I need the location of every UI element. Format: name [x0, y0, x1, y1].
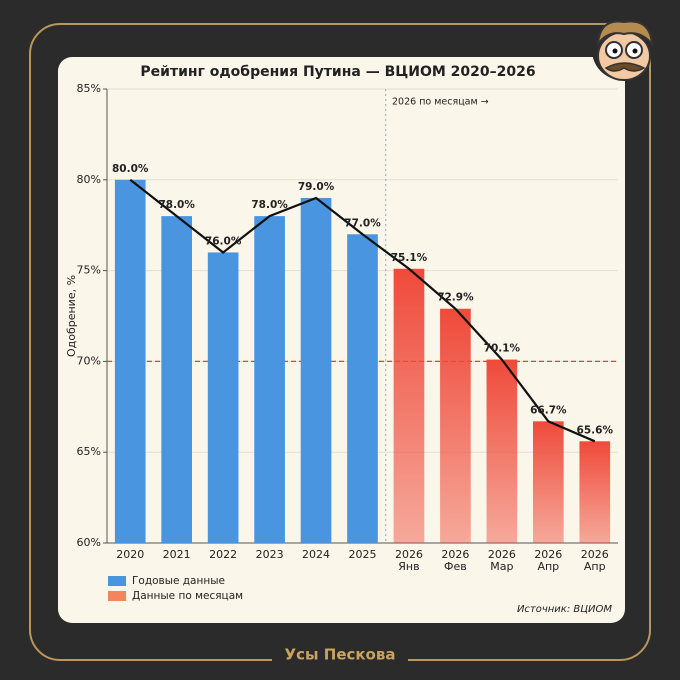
value-label: 70.1%: [484, 343, 521, 355]
y-tick-label: 80%: [77, 173, 101, 186]
brand-backdrop: [272, 642, 408, 668]
bar: [161, 216, 193, 543]
value-label: 76.0%: [205, 235, 242, 247]
legend-label: Годовые данные: [132, 575, 225, 587]
y-tick-label: 75%: [77, 264, 101, 277]
value-label: 79.0%: [298, 181, 335, 193]
legend-swatch: [108, 591, 126, 601]
value-label: 72.9%: [437, 292, 474, 304]
y-tick-label: 65%: [77, 445, 101, 458]
y-tick-label: 85%: [77, 82, 101, 95]
bar: [347, 234, 378, 543]
chart-title: Рейтинг одобрения Путина — ВЦИОМ 2020–20…: [140, 64, 535, 80]
bar: [440, 308, 471, 543]
annotation: 2026 по месяцам →: [392, 97, 489, 108]
y-tick-label: 60%: [77, 536, 101, 549]
x-tick-label: 2023: [256, 548, 284, 561]
x-tick-label: 2025: [349, 548, 377, 561]
value-label: 66.7%: [530, 404, 567, 416]
bar: [532, 421, 564, 543]
x-tick-label: 2020: [116, 548, 144, 561]
card: [58, 57, 625, 623]
bar: [114, 179, 146, 544]
x-tick-label: 2024: [302, 548, 330, 561]
brand: Усы Пескова: [285, 646, 396, 664]
y-tick-label: 70%: [77, 354, 101, 367]
x-tick-label: 2026 Янв: [395, 548, 423, 573]
x-tick-label: 2022: [209, 548, 237, 561]
trend-line: [129, 178, 596, 443]
legend-swatch: [108, 576, 126, 586]
bar: [300, 197, 332, 543]
source: Источник: ВЦИОМ: [517, 604, 612, 615]
bar: [254, 216, 285, 543]
bar: [393, 268, 425, 543]
value-label: 77.0%: [344, 217, 381, 229]
y-axis-label: Одобрение, %: [65, 275, 78, 357]
x-tick-label: 2026 Мар: [488, 548, 516, 573]
bar: [579, 441, 611, 543]
bar: [207, 252, 239, 543]
x-tick-label: 2026 Апр: [581, 548, 609, 573]
x-tick-label: 2021: [163, 548, 191, 561]
x-tick-label: 2026 Фев: [441, 548, 469, 573]
x-tick-label: 2026 Апр: [534, 548, 562, 573]
avatar: [592, 20, 654, 81]
value-label: 65.6%: [577, 424, 614, 436]
value-label: 78.0%: [158, 199, 195, 211]
bar: [486, 359, 518, 543]
value-label: 75.1%: [391, 252, 428, 264]
value-label: 80.0%: [112, 163, 149, 175]
value-label: 78.0%: [251, 199, 288, 211]
legend-label: Данные по месяцам: [132, 590, 243, 602]
